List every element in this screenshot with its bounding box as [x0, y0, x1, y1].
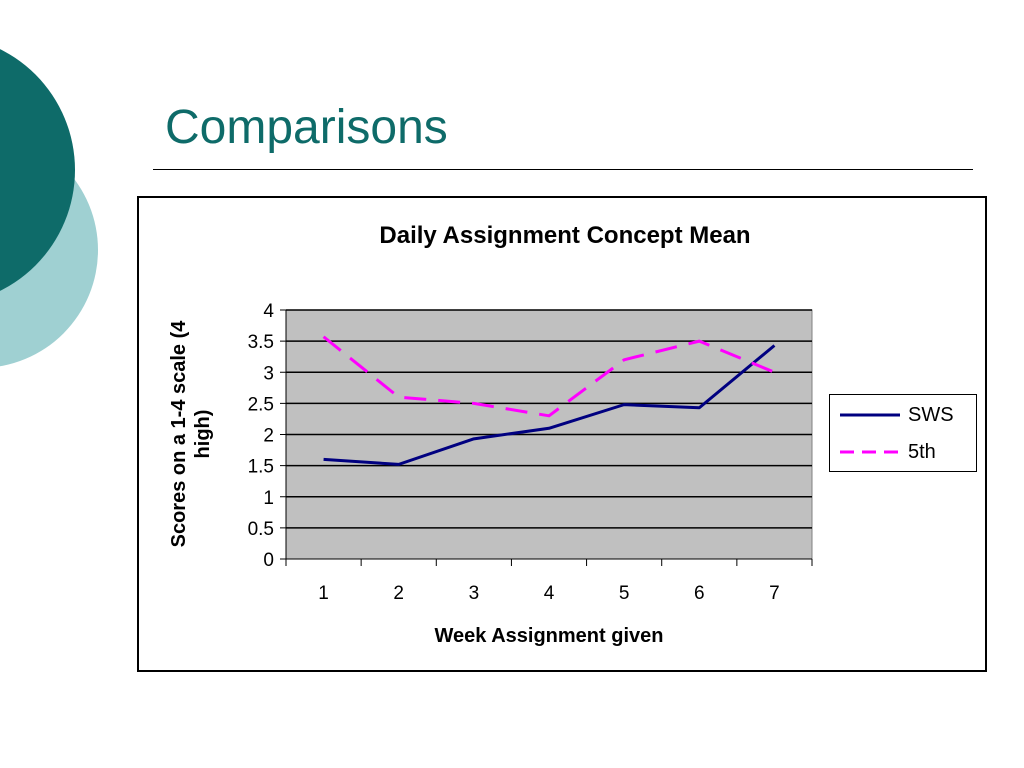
y-tick-label: 3.5	[248, 332, 274, 353]
y-axis-label-line: Scores on a 1-4 scale (4	[168, 320, 190, 548]
x-tick-label: 7	[769, 583, 780, 604]
title-divider	[153, 169, 973, 170]
y-tick-label: 3	[263, 363, 274, 384]
y-axis-label-line: high)	[192, 410, 214, 459]
x-tick-label: 4	[544, 583, 555, 604]
legend-label-sws: SWS	[908, 403, 954, 426]
series-line-5th	[322, 335, 776, 418]
y-tick-label: 2	[263, 426, 274, 447]
x-tick-label: 1	[318, 583, 329, 604]
x-tick-label: 6	[694, 583, 705, 604]
y-tick-label: 1.5	[248, 457, 274, 478]
x-axis-label: Week Assignment given	[435, 625, 664, 647]
y-tick-label: 2.5	[248, 394, 274, 415]
chart-legend: SWS 5th	[829, 394, 977, 472]
legend-item-sws: SWS	[838, 403, 954, 426]
legend-label-5th: 5th	[908, 440, 936, 463]
line-chart: Daily Assignment Concept Mean 0 0.5 1 1.5 2 2.…	[168, 222, 813, 647]
x-tick-label: 5	[619, 583, 630, 604]
legend-swatch-5th	[840, 450, 900, 454]
y-tick-label: 0.5	[248, 519, 274, 540]
chart-frame: Daily Assignment Concept Mean 0 0.5 1 1.5 2 2.…	[137, 196, 987, 672]
chart-title: Daily Assignment Concept Mean	[379, 222, 750, 249]
y-tick-label: 1	[263, 488, 274, 509]
slide-title: Comparisons	[165, 101, 448, 154]
x-tick-label: 2	[393, 583, 404, 604]
y-tick-label: 0	[263, 550, 274, 571]
y-tick-label: 4	[263, 301, 274, 322]
series-line-sws	[323, 344, 776, 466]
decorative-circles	[0, 49, 98, 367]
dark-teal-circle	[0, 49, 75, 291]
legend-swatch-sws	[840, 413, 900, 417]
y-axis-label: Scores on a 1-4 scale (4 high)	[168, 320, 214, 548]
x-tick-label: 3	[469, 583, 480, 604]
legend-item-5th: 5th	[838, 440, 936, 463]
